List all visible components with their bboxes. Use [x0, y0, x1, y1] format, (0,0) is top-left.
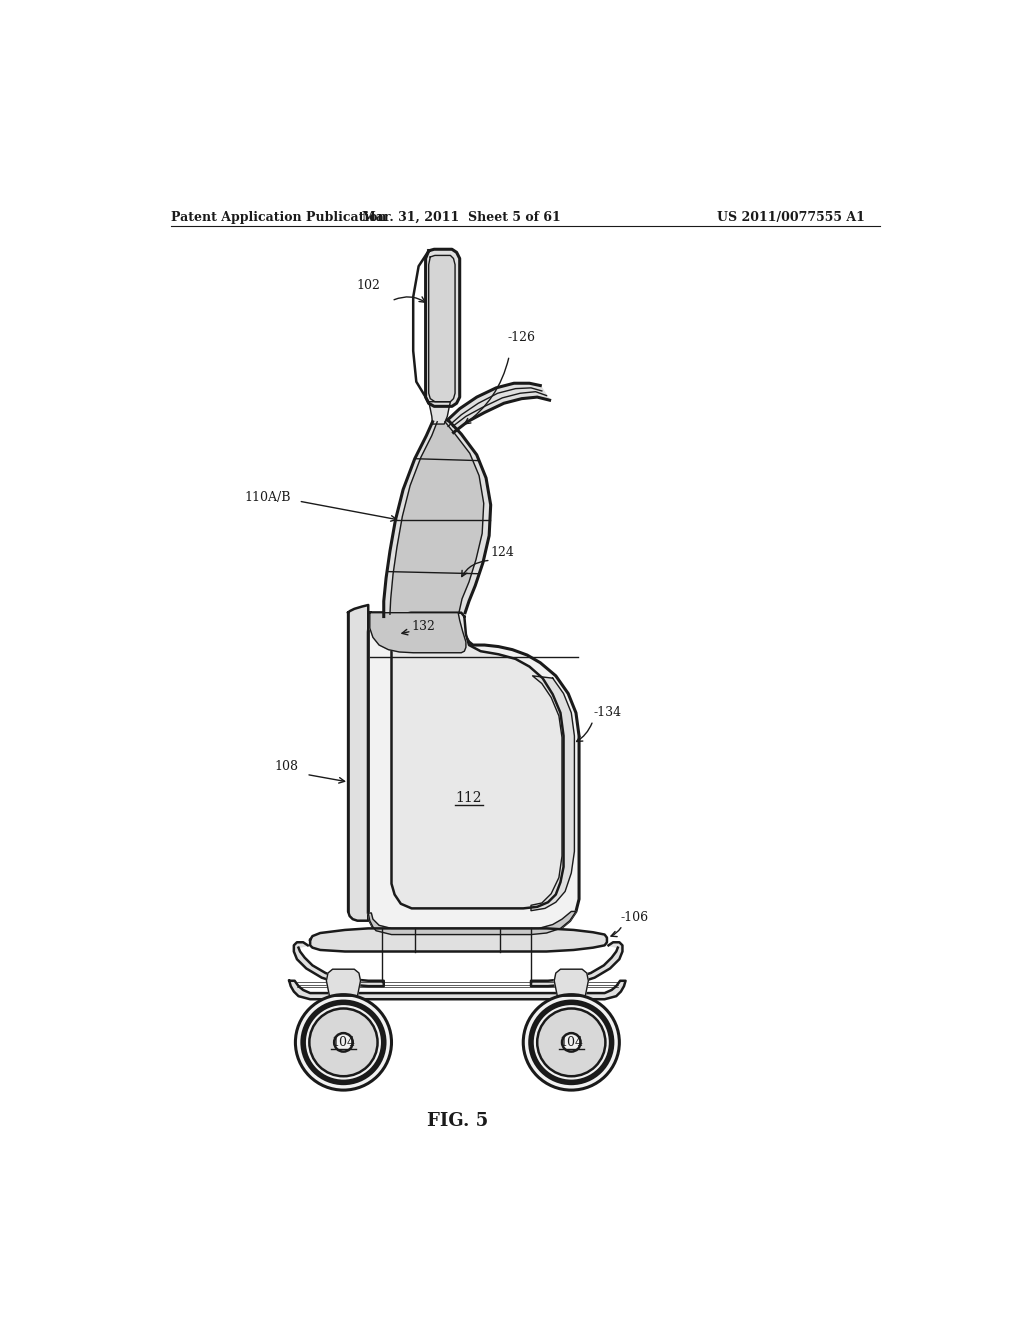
Polygon shape — [426, 249, 460, 407]
Text: Mar. 31, 2011  Sheet 5 of 61: Mar. 31, 2011 Sheet 5 of 61 — [361, 211, 560, 224]
Text: -126: -126 — [508, 330, 536, 343]
Polygon shape — [429, 401, 451, 424]
Polygon shape — [390, 422, 483, 614]
Text: 104: 104 — [559, 1036, 584, 1049]
Circle shape — [334, 1034, 352, 1052]
Polygon shape — [289, 981, 626, 999]
Text: 108: 108 — [274, 760, 299, 774]
Polygon shape — [554, 969, 589, 997]
Text: -106: -106 — [621, 911, 649, 924]
Circle shape — [523, 995, 620, 1090]
Polygon shape — [294, 942, 384, 986]
Circle shape — [309, 1008, 378, 1076]
Circle shape — [538, 1008, 605, 1076]
Polygon shape — [531, 676, 574, 911]
Text: US 2011/0077555 A1: US 2011/0077555 A1 — [717, 211, 865, 224]
Text: 102: 102 — [356, 279, 380, 292]
Text: 104: 104 — [332, 1036, 355, 1049]
Polygon shape — [327, 969, 360, 997]
Circle shape — [562, 1034, 581, 1052]
Text: FIG. 5: FIG. 5 — [427, 1111, 488, 1130]
Text: Patent Application Publication: Patent Application Publication — [171, 211, 386, 224]
Polygon shape — [348, 605, 369, 921]
Text: 110A/B: 110A/B — [245, 491, 291, 504]
Polygon shape — [384, 422, 490, 616]
Text: -134: -134 — [593, 706, 622, 719]
Polygon shape — [369, 612, 579, 935]
Text: 124: 124 — [490, 546, 515, 560]
Polygon shape — [369, 911, 575, 935]
Polygon shape — [391, 612, 563, 908]
Text: 132: 132 — [412, 620, 435, 634]
Polygon shape — [429, 256, 455, 401]
Polygon shape — [370, 612, 466, 653]
Polygon shape — [310, 928, 607, 952]
Polygon shape — [447, 383, 550, 433]
Polygon shape — [531, 942, 623, 986]
Circle shape — [295, 995, 391, 1090]
Text: 112: 112 — [456, 791, 482, 804]
